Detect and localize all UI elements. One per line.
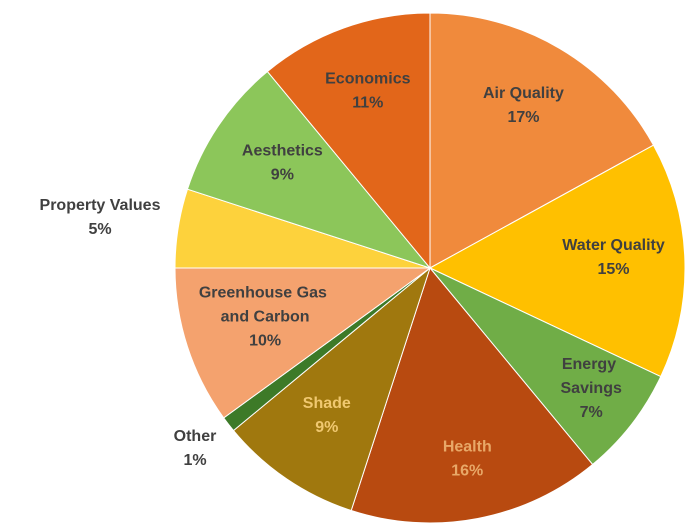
slice-label: Air Quality — [483, 85, 564, 102]
pie-slice — [350, 266, 594, 524]
pie-slice — [429, 267, 662, 466]
pie-slice — [429, 12, 655, 269]
slice-value-label: 15% — [597, 261, 629, 278]
slice-value-label: 11% — [352, 94, 383, 111]
slice-label: Shade — [303, 395, 351, 412]
slice-value-label: 1% — [183, 452, 206, 469]
slice-label: Greenhouse Gas and Carbon — [199, 285, 332, 326]
slice-label: Water Quality — [562, 237, 665, 254]
slice-value-label: 16% — [451, 462, 483, 479]
slice-value-label: 17% — [507, 109, 539, 126]
slice-value-label: 10% — [249, 333, 281, 350]
slice-value-label: 9% — [271, 167, 294, 184]
pie-slice — [174, 267, 432, 419]
pie-slice — [428, 144, 686, 378]
slice-label: Property Values — [40, 197, 161, 214]
slice-label: Economics — [325, 70, 410, 87]
slice-label: Health — [443, 438, 492, 455]
pie-slice — [232, 266, 432, 512]
pie-slice — [266, 12, 431, 270]
slice-label: Other — [174, 428, 217, 445]
slice-value-label: 9% — [315, 419, 338, 436]
pie-slice — [186, 70, 432, 270]
slice-value-label: 5% — [88, 221, 111, 238]
slice-label: Energy Savings — [561, 356, 622, 397]
slice-label: Aesthetics — [242, 143, 323, 160]
slice-value-label: 7% — [580, 404, 603, 421]
